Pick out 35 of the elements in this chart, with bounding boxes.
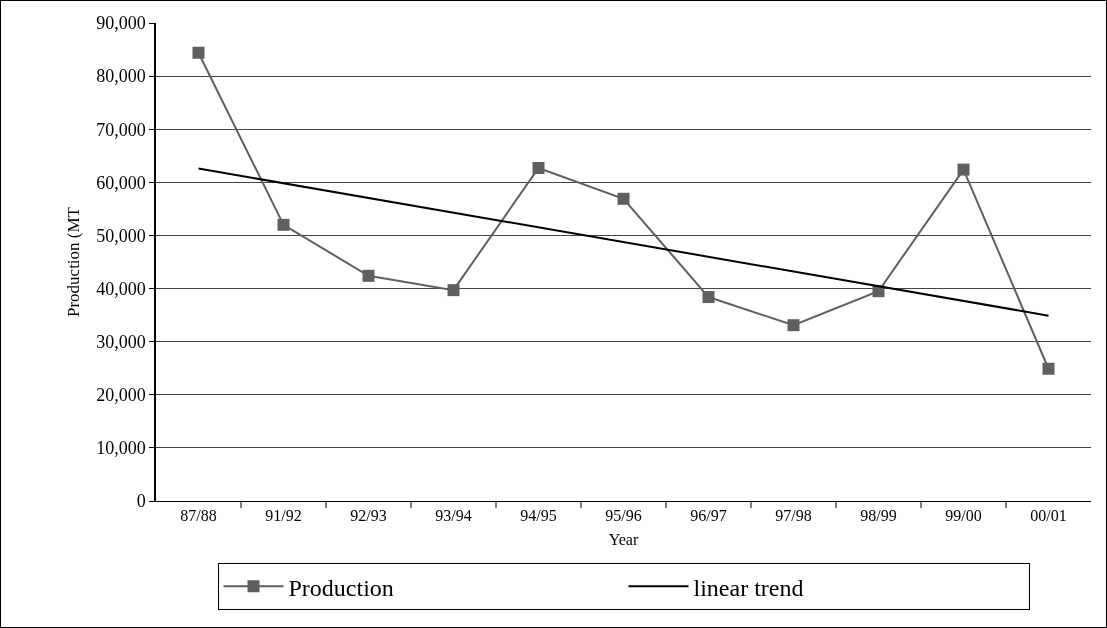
point [447,284,460,297]
x-tick-label: 92/93 [350,507,387,525]
y-tick-label: 70,000 [96,119,146,140]
y-tick-label: 80,000 [96,66,146,87]
y-tick-label: 90,000 [96,13,146,34]
legend-label: Production [288,574,394,601]
y-tick-label: 50,000 [96,225,146,246]
point [702,291,715,304]
point [617,192,630,205]
x-tick-label: 99/00 [945,507,982,525]
x-tick-label: 94/95 [520,507,557,525]
x-axis-title: Year [608,530,639,548]
x-tick-label: 98/99 [860,507,897,525]
point [192,46,205,59]
y-tick-label: 20,000 [96,385,146,406]
x-tick-label: 00/01 [1030,507,1067,525]
point [532,161,545,174]
x-tick-label: 97/98 [775,507,812,525]
y-tick-label: 60,000 [96,172,146,193]
point [787,319,800,332]
point [957,163,970,176]
x-tick-label: 96/97 [690,507,727,525]
x-tick-label: 93/94 [435,507,472,525]
y-axis-title: Production (MT [64,206,84,318]
y-tick-label: 30,000 [96,331,146,352]
point [277,218,290,231]
y-tick-label: 40,000 [96,278,146,299]
x-tick-label: 91/92 [265,507,302,525]
x-tick-label: 95/96 [605,507,642,525]
point [1042,362,1055,375]
x-tick-label: 87/88 [180,507,217,525]
y-tick-label: 10,000 [96,438,146,459]
y-tick-label: 0 [136,491,146,512]
point [362,269,375,282]
legend-label: linear trend [693,574,804,601]
